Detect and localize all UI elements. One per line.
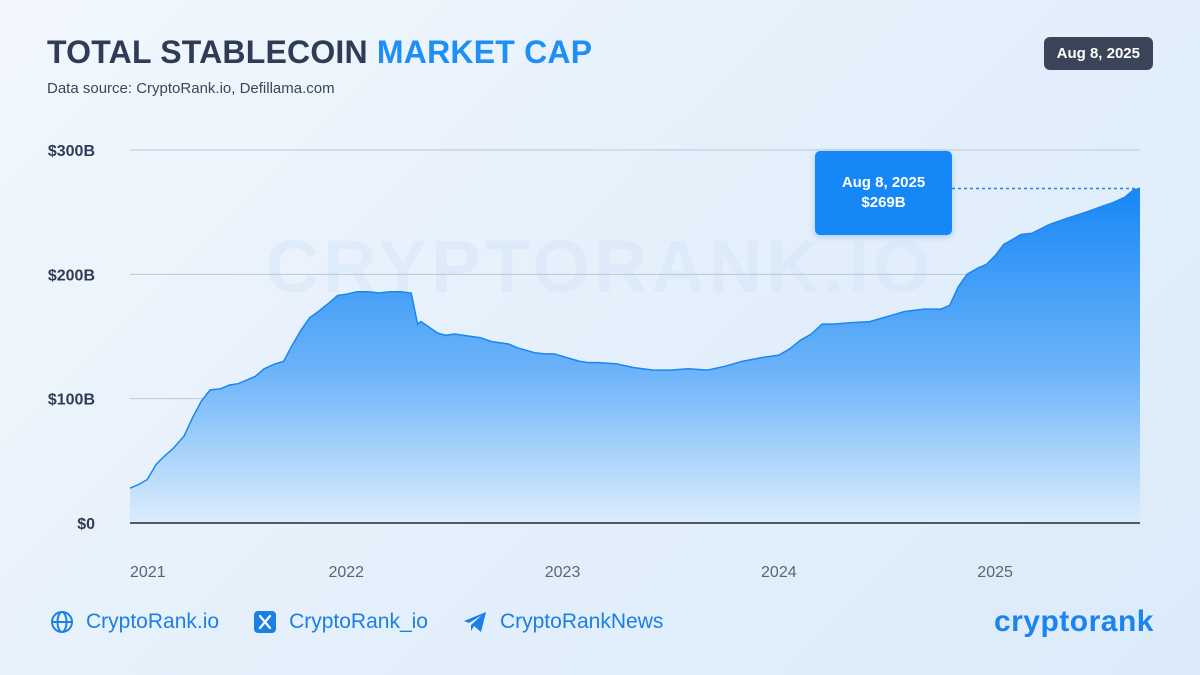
cryptorank-logo: cryptorank [993, 605, 1154, 638]
stablecoin-line [129, 187, 1141, 489]
x-tick-label: 2021 [130, 564, 166, 581]
x-tick-label: 2022 [328, 564, 364, 581]
telegram-icon [463, 612, 486, 632]
website-link[interactable]: CryptoRank.io [50, 610, 219, 634]
x-tick-label: 2025 [977, 564, 1013, 581]
website-link-label: CryptoRank.io [86, 610, 220, 633]
x-link-label: CryptoRank_io [289, 610, 428, 633]
x-logo-icon [254, 611, 277, 633]
title-accent: MARKET CAP [376, 34, 593, 70]
x-link[interactable]: CryptoRank_io [253, 610, 428, 634]
area-series [129, 187, 1141, 523]
stablecoin-area [130, 188, 1140, 523]
latest-value-callout: Aug 8, 2025 $269B [815, 151, 952, 235]
title-main: TOTAL STABLECOIN [47, 34, 368, 70]
telegram-link[interactable]: CryptoRankNews [462, 610, 663, 634]
y-tick-label: $200B [48, 267, 95, 284]
axes: $0 $100B $200B $300B 2021 2022 2023 2024 2025 [48, 143, 1140, 581]
footer-links: CryptoRank.io CryptoRank_io CryptoRankNe… [50, 610, 663, 634]
y-tick-label: $100B [48, 392, 95, 409]
y-tick-label: $300B [48, 143, 95, 160]
page-title: TOTAL STABLECOIN MARKET CAP [47, 34, 592, 71]
x-tick-label: 2024 [761, 564, 797, 581]
x-tick-label: 2023 [545, 564, 581, 581]
callout-date: Aug 8, 2025 [841, 174, 926, 191]
globe-icon [51, 611, 73, 633]
telegram-link-label: CryptoRankNews [499, 610, 664, 633]
callout-value: $269B [861, 194, 906, 211]
y-tick-label: $0 [77, 516, 95, 533]
data-source-subtitle: Data source: CryptoRank.io, Defillama.co… [47, 80, 335, 97]
date-badge: Aug 8, 2025 [1043, 37, 1153, 70]
